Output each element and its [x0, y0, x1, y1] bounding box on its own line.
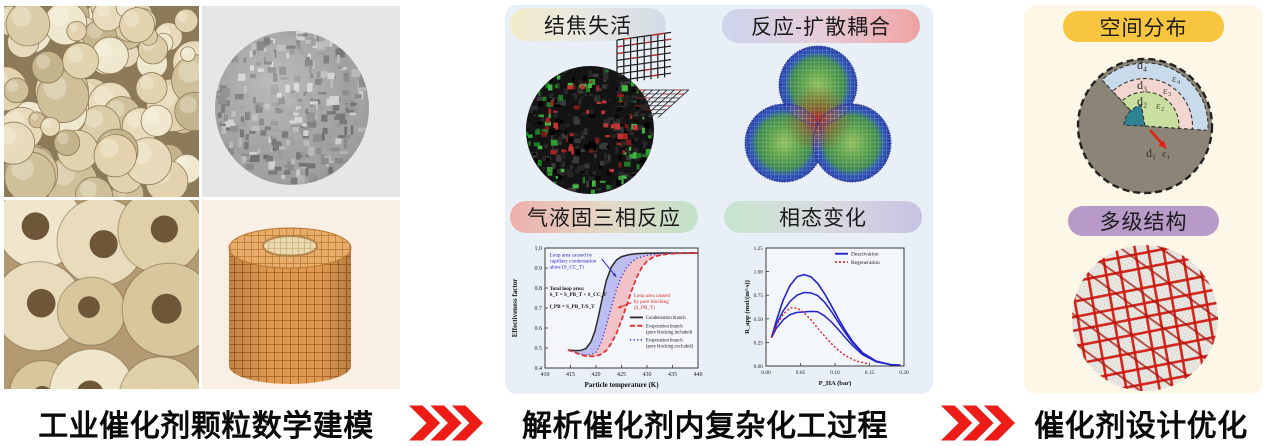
radius-arrowhead [1158, 140, 1167, 149]
hierarchical-structure-label: 多级结构 [1068, 206, 1219, 236]
svg-text:Loop area caused: Loop area caused [634, 293, 671, 299]
svg-text:Loop area caused by: Loop area caused by [550, 252, 593, 258]
svg-text:0.8: 0.8 [535, 286, 543, 292]
label-d2: d₂ [1137, 94, 1147, 108]
svg-text:P_HA (bar): P_HA (bar) [819, 380, 852, 387]
svg-text:S_T = S_PB_T + S_CC_T: S_T = S_PB_T + S_CC_T [550, 292, 608, 298]
spatial-distribution-diagram: d₄ ε₄ d₃ ε₃ d₂ ε₂ d₁ ε₁ [1076, 57, 1214, 195]
svg-text:R_app (mol/(m³·s)): R_app (mol/(m³·s)) [744, 280, 751, 334]
svg-text:Evaporation branch: Evaporation branch [646, 339, 683, 344]
svg-text:capillary condensation: capillary condensation [550, 258, 597, 264]
hierarchical-mesh-image [1072, 245, 1218, 391]
sphere-lattice-model-image [202, 6, 400, 197]
coked-particle-image [526, 31, 690, 194]
svg-text:420: 420 [592, 372, 601, 378]
svg-text:1.25: 1.25 [754, 246, 764, 252]
svg-text:by pore blocking: by pore blocking [634, 299, 670, 305]
svg-text:0.7: 0.7 [535, 306, 543, 312]
sector-d2 [1121, 91, 1180, 129]
caption-optimization: 催化剂设计优化 [1034, 410, 1248, 443]
svg-text:1.00: 1.00 [754, 270, 764, 276]
coking-deactivation-label: 结焦失活 [510, 8, 666, 41]
svg-text:0.75: 0.75 [754, 293, 764, 299]
svg-text:0.15: 0.15 [865, 370, 875, 376]
svg-text:430: 430 [643, 372, 652, 378]
svg-text:(pore blocking included): (pore blocking included) [646, 330, 693, 335]
effectiveness-factor-chart: 410 415 420 425 430 435 440 0.4 0.5 0.6 0.7 0.8 0.9 1… [511, 246, 703, 389]
sector-d1-core [1123, 104, 1146, 127]
caption-modeling: 工业催化剂颗粒数学建模 [38, 410, 374, 443]
three-phase-reaction-label: 气液固三相反应 [510, 201, 698, 233]
svg-text:425: 425 [617, 372, 626, 378]
svg-text:0.20: 0.20 [899, 370, 909, 376]
svg-text:0.5: 0.5 [535, 346, 543, 352]
cylinder-lattice-model-image [202, 200, 400, 389]
trilobe-concentration-image [744, 45, 892, 183]
svg-text:Regeneration: Regeneration [851, 260, 880, 266]
svg-text:410: 410 [541, 372, 550, 378]
svg-text:0.9: 0.9 [535, 266, 543, 272]
svg-text:0.05: 0.05 [796, 370, 806, 376]
svg-text:Total loop area:: Total loop area: [550, 286, 585, 292]
catalyst-spheres-photo [4, 6, 199, 197]
triple-chevron-icon [409, 405, 483, 441]
phase-change-label: 相态变化 [724, 201, 922, 233]
svg-text:Condensation branch: Condensation branch [646, 316, 686, 321]
svg-text:Deactivation: Deactivation [851, 252, 879, 258]
label-e4: ε₄ [1172, 73, 1181, 85]
label-e3: ε₃ [1163, 85, 1172, 97]
svg-text:(pore blocking excluded): (pore blocking excluded) [646, 344, 694, 349]
svg-text:0.00: 0.00 [761, 370, 771, 376]
svg-text:Particle temperature (K): Particle temperature (K) [584, 381, 659, 389]
label-d4: d₄ [1137, 58, 1147, 72]
svg-text:alone (S_CC_T): alone (S_CC_T) [550, 263, 584, 270]
spatial-distribution-label: 空间分布 [1063, 11, 1224, 42]
svg-text:0.10: 0.10 [830, 370, 840, 376]
svg-text:(S_PB_T): (S_PB_T) [634, 304, 655, 311]
svg-text:0.25: 0.25 [754, 340, 764, 346]
label-e1: ε₁ [1162, 148, 1171, 160]
reaction-rate-chart: 0.00 0.05 0.10 0.15 0.20 0.00 0.25 0.50 0.75 1.00… [744, 246, 909, 387]
svg-text:Evaporation branch: Evaporation branch [646, 325, 683, 330]
catalyst-rings-photo [4, 200, 199, 389]
svg-text:415: 415 [566, 372, 575, 378]
svg-text:1.0: 1.0 [535, 246, 543, 252]
svg-text:0.50: 0.50 [754, 317, 764, 323]
svg-text:0.4: 0.4 [535, 366, 543, 372]
svg-text:f_PB = S_PB_T/S_T: f_PB = S_PB_T/S_T [550, 304, 596, 310]
reaction-diffusion-label: 反应-扩散耦合 [722, 9, 920, 43]
svg-text:435: 435 [668, 372, 677, 378]
caption-analysis: 解析催化剂内复杂化工过程 [522, 410, 888, 443]
svg-text:440: 440 [694, 372, 703, 378]
svg-text:0.00: 0.00 [754, 364, 764, 370]
label-d3: d₃ [1137, 78, 1147, 92]
label-d1: d₁ [1146, 146, 1156, 160]
svg-text:Effectiveness factor: Effectiveness factor [511, 279, 519, 338]
triple-chevron-icon [941, 405, 1015, 441]
label-e2: ε₂ [1156, 100, 1165, 112]
svg-text:0.6: 0.6 [535, 326, 543, 332]
